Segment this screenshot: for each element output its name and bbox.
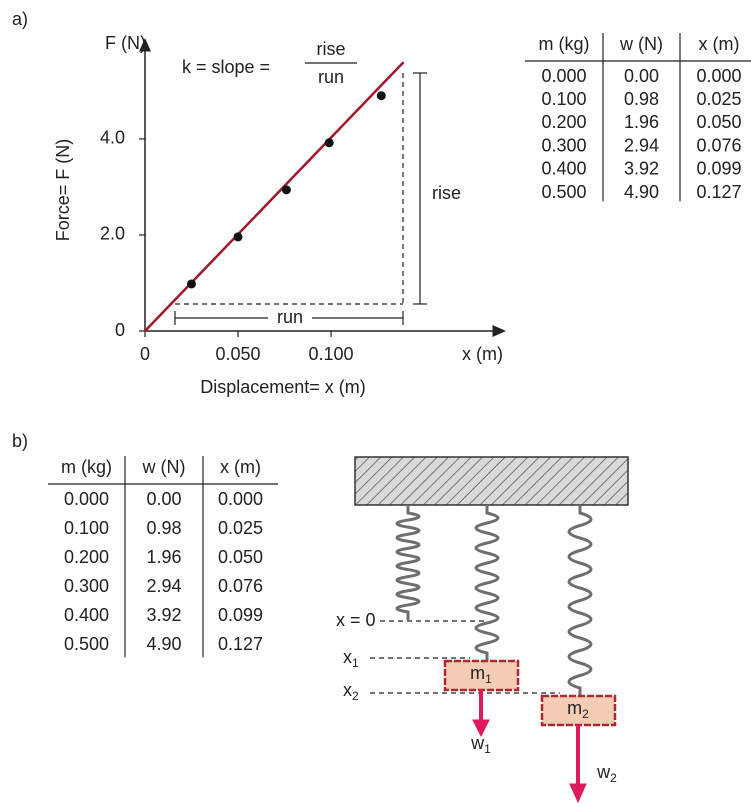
table-cell: 0.099	[696, 159, 741, 179]
table-cell: 0.00	[624, 66, 659, 86]
table-cell: 0.000	[541, 66, 586, 86]
mass-label-sub: 1	[485, 672, 492, 686]
fraction-denominator: run	[318, 67, 344, 87]
x-tick-label: 0.050	[215, 344, 260, 364]
position-label: x = 0	[336, 610, 376, 630]
weight-label-main: w	[470, 733, 485, 753]
table-cell: 2.94	[146, 576, 181, 596]
y-tick-label: 4.0	[100, 128, 125, 148]
table-cell: 0.98	[624, 89, 659, 109]
spring	[395, 505, 421, 620]
rise-run-guides	[174, 72, 427, 325]
spring	[474, 505, 500, 661]
table-cell: 0.100	[541, 89, 586, 109]
panel-label: a)	[12, 9, 28, 29]
weight-label: w2	[596, 762, 617, 785]
data-point	[376, 91, 386, 101]
fit-line	[144, 61, 405, 332]
table-cell: 0.050	[218, 547, 263, 567]
table-cell: 0.500	[64, 634, 109, 654]
table-header: x (m)	[220, 457, 261, 477]
table-cell: 0.050	[696, 112, 741, 132]
springs	[395, 505, 593, 696]
table-cell: 1.96	[624, 112, 659, 132]
table-cell: 0.127	[218, 634, 263, 654]
mass-label: m2	[567, 698, 589, 721]
y-end-label: F (N)	[105, 33, 146, 53]
weight-label: w1	[470, 733, 491, 756]
annotation: k = slope =	[182, 57, 270, 77]
position-label-main: x = 0	[336, 610, 376, 630]
data-point	[187, 279, 197, 289]
ceiling-support	[354, 456, 629, 506]
table-cell: 0.076	[218, 576, 263, 596]
position-guides	[370, 620, 560, 694]
data-point	[324, 138, 334, 148]
y-tick-label: 2.0	[100, 224, 125, 244]
mass-block	[443, 659, 520, 692]
table-cell: 0.127	[696, 182, 741, 202]
weight-arrows	[472, 690, 587, 804]
rise-label: rise	[432, 183, 461, 203]
table-cell: 0.500	[541, 182, 586, 202]
table-cell: 0.000	[696, 66, 741, 86]
mass-label-main: m	[470, 663, 485, 683]
table-cell: 0.00	[146, 489, 181, 509]
table-cell: 3.92	[624, 159, 659, 179]
table-header: m (kg)	[61, 457, 112, 477]
table-cell: 0.025	[218, 518, 263, 538]
table-cell: 0.076	[696, 135, 741, 155]
table-cell: 0.300	[64, 576, 109, 596]
table-cell: 0.400	[541, 159, 586, 179]
weight-label-sub: 1	[484, 742, 491, 756]
table-cell: 0.025	[696, 89, 741, 109]
table-cell: 0.400	[64, 605, 109, 625]
x-tick-label: 0	[140, 344, 150, 364]
table-cell: 0.099	[218, 605, 263, 625]
table-cell: 4.90	[146, 634, 181, 654]
table-header: w (N)	[142, 457, 186, 477]
position-label: x1	[343, 647, 359, 670]
weight-label-sub: 2	[610, 771, 617, 785]
y-axis-title: Force= F (N)	[53, 139, 73, 242]
position-label-main: x	[343, 680, 352, 700]
run-label: run	[277, 307, 303, 327]
table-cell: 0.000	[218, 489, 263, 509]
fraction-numerator: rise	[316, 39, 345, 59]
mass-label-main: m	[567, 698, 582, 718]
position-label-sub: 2	[352, 689, 359, 703]
table-cell: 0.200	[64, 547, 109, 567]
mass-label: m1	[470, 663, 492, 686]
x-end-label: x (m)	[462, 344, 503, 364]
position-label-sub: 1	[352, 656, 359, 670]
spring	[567, 505, 593, 696]
table-cell: 4.90	[624, 182, 659, 202]
table-cell: 0.98	[146, 518, 181, 538]
table-header: x (m)	[699, 34, 740, 54]
mass-label-sub: 2	[582, 707, 589, 721]
table-cell: 2.94	[624, 135, 659, 155]
table-cell: 0.100	[64, 518, 109, 538]
table-cell: 0.300	[541, 135, 586, 155]
table-cell: 0.200	[541, 112, 586, 132]
data-point	[281, 185, 291, 195]
panel-label: b)	[12, 431, 28, 451]
table-cell: 1.96	[146, 547, 181, 567]
table-cell: 0.000	[64, 489, 109, 509]
data-point	[233, 232, 243, 242]
x-tick-label: 0.100	[309, 344, 354, 364]
weight-label-main: w	[596, 762, 611, 782]
position-label: x2	[343, 680, 359, 703]
position-label-main: x	[343, 647, 352, 667]
table-header: w (N)	[619, 34, 663, 54]
x-axis-title: Displacement= x (m)	[200, 377, 366, 397]
table-cell: 3.92	[146, 605, 181, 625]
y-tick-label: 0	[115, 320, 125, 340]
table-header: m (kg)	[539, 34, 590, 54]
